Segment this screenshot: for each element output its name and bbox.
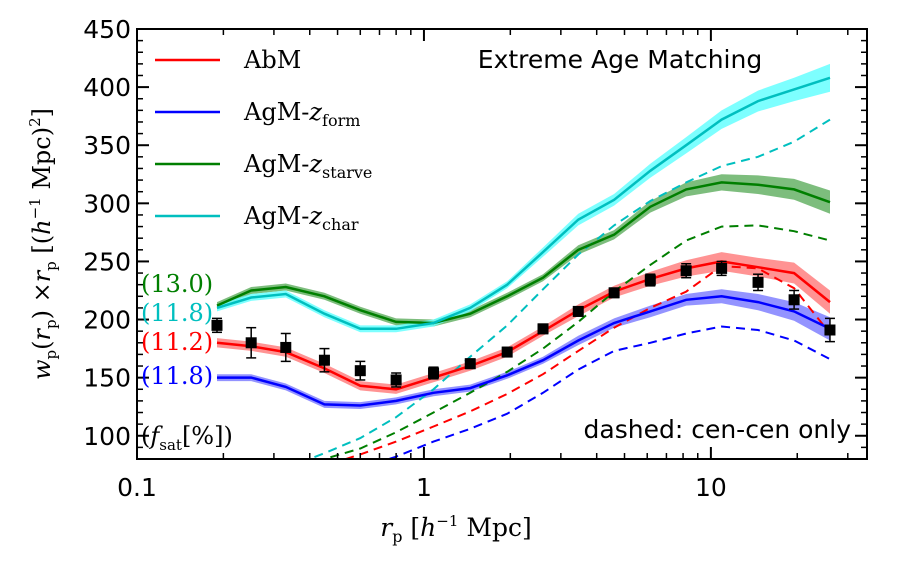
data-point	[608, 287, 620, 299]
data-point	[572, 305, 584, 317]
data-marker	[280, 341, 292, 353]
legend-label: AbM	[243, 46, 301, 74]
data-marker	[788, 294, 800, 306]
band-agm-z-char	[217, 63, 830, 333]
line-agm-z-starve	[216, 181, 831, 325]
y-tick-label: 450	[83, 15, 131, 44]
data-marker	[716, 262, 728, 274]
data-marker	[245, 337, 257, 349]
data-point	[537, 323, 549, 335]
cen-cen-dashed-lines	[306, 118, 831, 459]
legend-entry: AbM	[155, 46, 301, 74]
band-agm-z-form	[217, 289, 830, 409]
dashed-line-agm-z-form-cen-cen	[385, 325, 831, 459]
data-marker	[390, 374, 402, 386]
fsat-caption: (fsat[%])	[141, 422, 233, 454]
fsat-labels: (13.0)(11.8)(11.2)(11.8)	[141, 270, 213, 390]
data-point	[644, 273, 656, 287]
y-tick-label: 250	[83, 247, 131, 276]
plot-frame	[136, 28, 868, 460]
band-abm	[217, 252, 830, 394]
legend-entry: AgM-zchar	[155, 202, 359, 234]
dashed-line-agm-z-starve-cen-cen	[320, 224, 831, 459]
data-marker	[211, 319, 223, 331]
legend-label: AgM-zchar	[243, 202, 359, 234]
data-marker	[680, 265, 692, 277]
data-marker	[644, 274, 656, 286]
data-marker	[318, 354, 330, 366]
y-tick-label: 100	[83, 422, 131, 451]
data-point	[752, 273, 764, 292]
band-agm-z-starve	[217, 174, 830, 327]
x-tick-label: 0.1	[117, 473, 157, 502]
y-tick-label: 350	[83, 131, 131, 160]
data-point	[318, 347, 330, 373]
dashed-line-agm-z-char-cen-cen	[306, 118, 831, 459]
legend-label: AgM-zform	[243, 98, 360, 130]
y-tick-label: 400	[83, 73, 131, 102]
observed-data-points	[211, 260, 836, 388]
line-agm-z-char	[216, 76, 831, 331]
data-point	[280, 332, 292, 363]
x-tick-label: 10	[695, 473, 727, 502]
data-marker	[501, 346, 513, 358]
data-point	[464, 358, 476, 370]
x-tick-label: 1	[416, 473, 432, 502]
data-point	[824, 317, 836, 343]
data-point	[680, 263, 692, 279]
y-tick-label: 300	[83, 189, 131, 218]
data-point	[390, 372, 402, 388]
y-tick-label: 150	[83, 364, 131, 393]
dashed-line-abm-cen-cen	[342, 265, 831, 459]
data-marker	[608, 287, 620, 299]
legend-entry: AgM-zform	[155, 98, 360, 130]
data-marker	[752, 276, 764, 288]
data-point	[354, 360, 366, 381]
line-abm	[216, 260, 831, 391]
data-point	[716, 260, 728, 277]
data-marker	[464, 358, 476, 370]
chart-title: Extreme Age Matching	[478, 45, 762, 74]
data-point	[245, 326, 257, 359]
legend-label: AgM-zstarve	[243, 150, 372, 182]
data-point	[501, 346, 513, 358]
confidence-bands	[217, 63, 830, 409]
data-point	[211, 317, 223, 334]
dashed-annotation: dashed: cen-cen only	[584, 415, 852, 444]
line-agm-z-form	[217, 295, 831, 407]
fsat-label: (11.8)	[141, 299, 213, 327]
data-marker	[824, 324, 836, 336]
model-lines	[216, 76, 831, 407]
data-marker	[428, 367, 440, 379]
legend: AbM AgM-zform AgM-zstarve AgM-zchar	[155, 46, 372, 234]
axis-ticks: 0.1 1 10 100 150 200 250 300 350 400 450	[83, 15, 867, 502]
x-axis-label: rp [h−1 Mpc]	[380, 512, 531, 546]
data-marker	[537, 323, 549, 335]
data-marker	[572, 305, 584, 317]
fsat-label: (11.8)	[141, 362, 213, 390]
y-axis-label: wp(rp) ×rp [(h−1 Mpc)2]	[26, 108, 60, 380]
data-marker	[354, 365, 366, 377]
data-point	[428, 366, 440, 380]
legend-entry: AgM-zstarve	[155, 150, 372, 182]
data-point	[788, 289, 800, 310]
fsat-label: (13.0)	[141, 270, 213, 298]
fsat-label: (11.2)	[141, 328, 213, 356]
y-tick-label: 200	[83, 306, 131, 335]
